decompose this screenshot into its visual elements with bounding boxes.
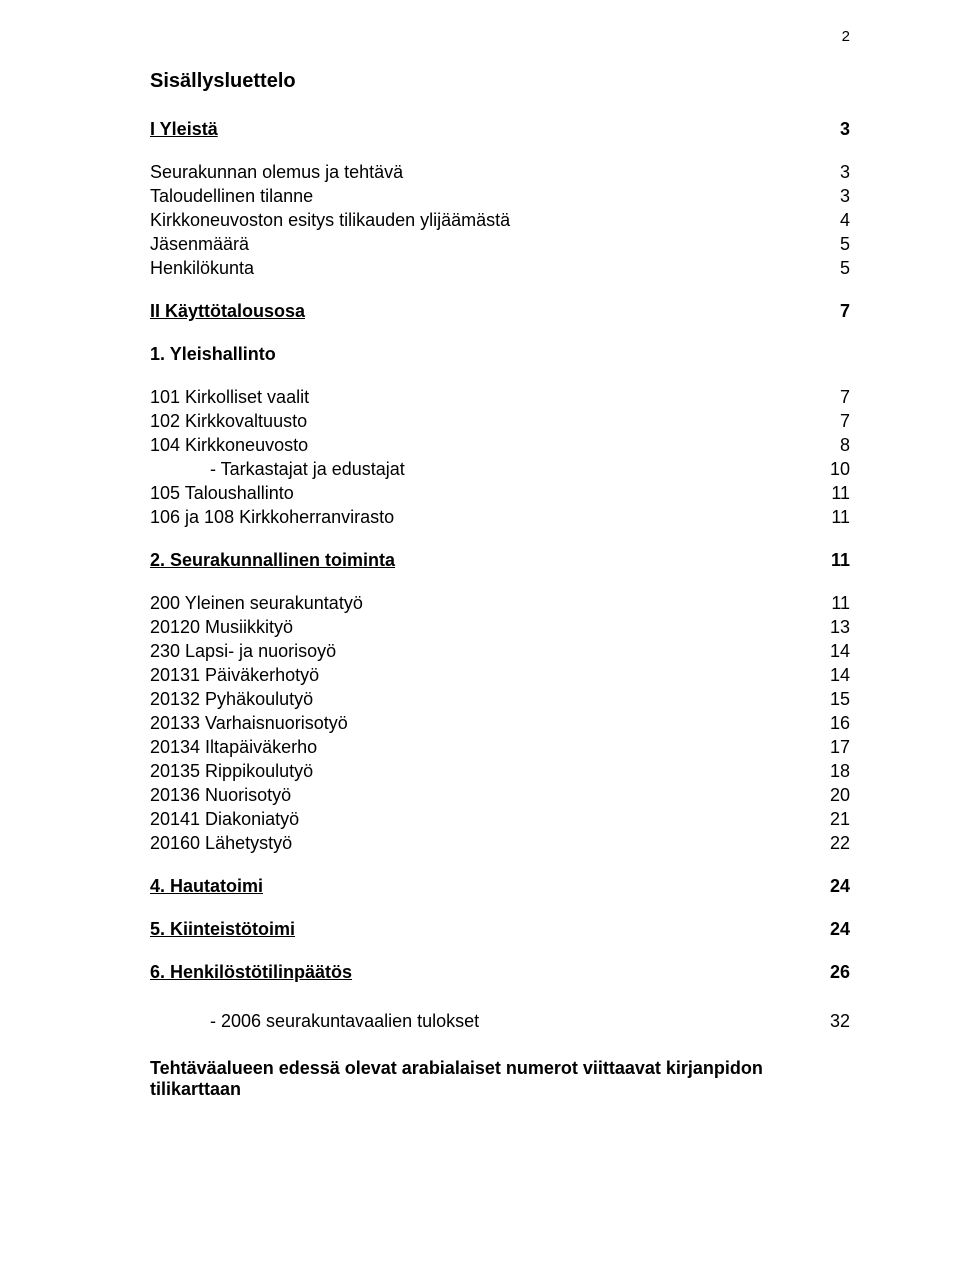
document-page: 2 Sisällysluettelo I Yleistä3Seurakunnan… xyxy=(0,0,960,1280)
toc-row: 102 Kirkkovaltuusto7 xyxy=(150,411,850,432)
toc-row: 104 Kirkkoneuvosto8 xyxy=(150,435,850,456)
toc-label: Taloudellinen tilanne xyxy=(150,186,810,207)
toc-page-number: 14 xyxy=(810,665,850,686)
toc-page-number: 24 xyxy=(810,919,850,940)
toc-page-number: 5 xyxy=(810,258,850,279)
toc-row: Taloudellinen tilanne3 xyxy=(150,186,850,207)
toc-page-number: 24 xyxy=(810,876,850,897)
toc-label: Seurakunnan olemus ja tehtävä xyxy=(150,162,810,183)
toc-page-number xyxy=(810,344,850,365)
toc-label: I Yleistä xyxy=(150,119,810,140)
toc-page-number: 11 xyxy=(810,550,850,571)
toc-page-number: 7 xyxy=(810,411,850,432)
toc-row: 20134 Iltapäiväkerho17 xyxy=(150,737,850,758)
toc-label: 20136 Nuorisotyö xyxy=(150,785,810,806)
toc-label: Henkilökunta xyxy=(150,258,810,279)
toc-page-number: 14 xyxy=(810,641,850,662)
toc-page-number: 21 xyxy=(810,809,850,830)
toc-title: Sisällysluettelo xyxy=(150,70,850,93)
toc-row: 20135 Rippikoulutyö18 xyxy=(150,761,850,782)
footer-note: Tehtäväalueen edessä olevat arabialaiset… xyxy=(150,1058,850,1100)
toc-label: II Käyttötalousosa xyxy=(150,301,810,322)
toc-page-number: 3 xyxy=(810,119,850,140)
toc-page-number: 13 xyxy=(810,617,850,638)
toc-label: 6. Henkilöstötilinpäätös xyxy=(150,962,810,983)
toc-label: 200 Yleinen seurakuntatyö xyxy=(150,593,810,614)
toc-label: 4. Hautatoimi xyxy=(150,876,810,897)
toc-row: 20131 Päiväkerhotyö14 xyxy=(150,665,850,686)
page-number: 2 xyxy=(842,28,850,45)
toc-row: 4. Hautatoimi24 xyxy=(150,876,850,897)
toc-page-number: 5 xyxy=(810,234,850,255)
toc-page-number: 18 xyxy=(810,761,850,782)
toc-row: 5. Kiinteistötoimi24 xyxy=(150,919,850,940)
toc-row: 20160 Lähetystyö22 xyxy=(150,833,850,854)
toc-row: Seurakunnan olemus ja tehtävä3 xyxy=(150,162,850,183)
toc-row: 105 Taloushallinto11 xyxy=(150,483,850,504)
toc-row: II Käyttötalousosa7 xyxy=(150,301,850,322)
toc-page-number: 3 xyxy=(810,186,850,207)
toc-label: 101 Kirkolliset vaalit xyxy=(150,387,810,408)
toc-label: - Tarkastajat ja edustajat xyxy=(150,459,810,480)
toc-label: 20135 Rippikoulutyö xyxy=(150,761,810,782)
toc-row: 20132 Pyhäkoulutyö15 xyxy=(150,689,850,710)
toc-row: I Yleistä3 xyxy=(150,119,850,140)
toc-label: Kirkkoneuvoston esitys tilikauden ylijää… xyxy=(150,210,810,231)
toc-page-number: 10 xyxy=(810,459,850,480)
toc-label: 20131 Päiväkerhotyö xyxy=(150,665,810,686)
toc-label: 20132 Pyhäkoulutyö xyxy=(150,689,810,710)
toc-page-number: 7 xyxy=(810,387,850,408)
toc-row: 20133 Varhaisnuorisotyö16 xyxy=(150,713,850,734)
toc-label: 106 ja 108 Kirkkoherranvirasto xyxy=(150,507,810,528)
toc-row: 1. Yleishallinto xyxy=(150,344,850,365)
toc-label: 104 Kirkkoneuvosto xyxy=(150,435,810,456)
toc-row: 106 ja 108 Kirkkoherranvirasto11 xyxy=(150,507,850,528)
toc-label: 2. Seurakunnallinen toiminta xyxy=(150,550,810,571)
toc-page-number: 17 xyxy=(810,737,850,758)
toc-label: 5. Kiinteistötoimi xyxy=(150,919,810,940)
toc-row: Kirkkoneuvoston esitys tilikauden ylijää… xyxy=(150,210,850,231)
toc-row: Henkilökunta5 xyxy=(150,258,850,279)
toc-label: 1. Yleishallinto xyxy=(150,344,810,365)
toc-label: - 2006 seurakuntavaalien tulokset xyxy=(150,1011,810,1032)
toc-row: 230 Lapsi- ja nuorisoyö14 xyxy=(150,641,850,662)
toc-row: 20136 Nuorisotyö20 xyxy=(150,785,850,806)
toc-label: 102 Kirkkovaltuusto xyxy=(150,411,810,432)
toc-label: 20120 Musiikkityö xyxy=(150,617,810,638)
toc-row: 6. Henkilöstötilinpäätös26 xyxy=(150,962,850,983)
toc-list: I Yleistä3Seurakunnan olemus ja tehtävä3… xyxy=(150,119,850,1032)
toc-label: 20134 Iltapäiväkerho xyxy=(150,737,810,758)
toc-page-number: 3 xyxy=(810,162,850,183)
toc-row: Jäsenmäärä5 xyxy=(150,234,850,255)
toc-row: 200 Yleinen seurakuntatyö11 xyxy=(150,593,850,614)
toc-page-number: 11 xyxy=(810,507,850,528)
toc-row: 101 Kirkolliset vaalit7 xyxy=(150,387,850,408)
toc-label: 20160 Lähetystyö xyxy=(150,833,810,854)
toc-page-number: 22 xyxy=(810,833,850,854)
toc-page-number: 8 xyxy=(810,435,850,456)
toc-row: 2. Seurakunnallinen toiminta11 xyxy=(150,550,850,571)
toc-page-number: 4 xyxy=(810,210,850,231)
toc-label: 230 Lapsi- ja nuorisoyö xyxy=(150,641,810,662)
toc-label: Jäsenmäärä xyxy=(150,234,810,255)
toc-page-number: 16 xyxy=(810,713,850,734)
toc-label: 20141 Diakoniatyö xyxy=(150,809,810,830)
toc-page-number: 11 xyxy=(810,483,850,504)
toc-label: 105 Taloushallinto xyxy=(150,483,810,504)
toc-page-number: 20 xyxy=(810,785,850,806)
toc-row: 20120 Musiikkityö13 xyxy=(150,617,850,638)
toc-page-number: 26 xyxy=(810,962,850,983)
toc-label: 20133 Varhaisnuorisotyö xyxy=(150,713,810,734)
toc-page-number: 15 xyxy=(810,689,850,710)
toc-page-number: 7 xyxy=(810,301,850,322)
toc-row: - 2006 seurakuntavaalien tulokset32 xyxy=(150,1011,850,1032)
toc-row: - Tarkastajat ja edustajat10 xyxy=(150,459,850,480)
toc-row: 20141 Diakoniatyö21 xyxy=(150,809,850,830)
toc-page-number: 11 xyxy=(810,593,850,614)
toc-page-number: 32 xyxy=(810,1011,850,1032)
